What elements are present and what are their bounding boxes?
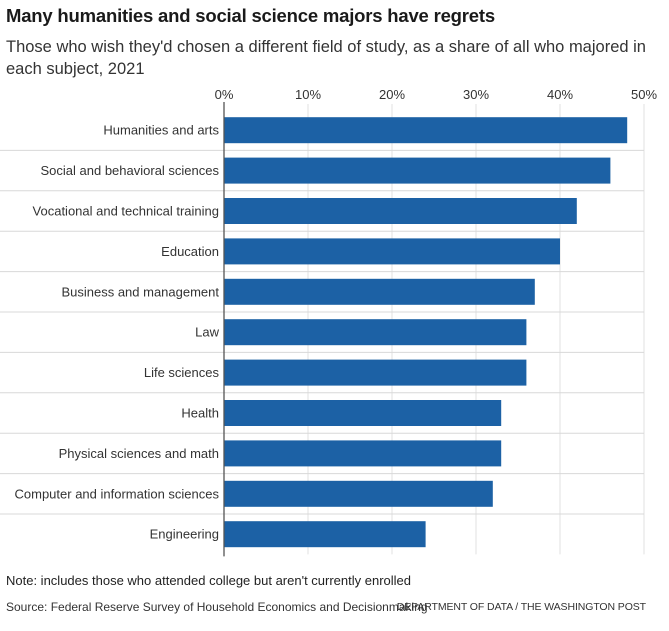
bar xyxy=(224,238,560,265)
x-tick-label: 40% xyxy=(547,87,573,102)
bar xyxy=(224,440,502,467)
bar xyxy=(224,278,535,305)
chart-title: Many humanities and social science major… xyxy=(6,5,495,26)
category-label: Physical sciences and math xyxy=(59,446,219,461)
x-axis-ticks: 0% 10% 20% 30% 40% 50% xyxy=(215,87,658,102)
bar xyxy=(224,359,527,386)
row-separators xyxy=(0,149,644,515)
category-label: Life sciences xyxy=(144,365,220,380)
bar xyxy=(224,400,502,426)
category-label: Education xyxy=(161,244,219,259)
category-label: Social and behavioral sciences xyxy=(41,163,220,178)
chart-credit: DEPARTMENT OF DATA / THE WASHINGTON POST xyxy=(396,601,646,613)
chart-subtitle: Those who wish they'd chosen a different… xyxy=(6,38,646,78)
category-label: Humanities and arts xyxy=(103,123,219,138)
bar xyxy=(224,157,611,184)
x-tick-label: 30% xyxy=(463,87,489,102)
x-tick-label: 20% xyxy=(379,87,405,102)
bar xyxy=(224,117,628,144)
category-labels: Humanities and arts Social and behavioral… xyxy=(15,123,220,542)
x-tick-label: 50% xyxy=(631,87,657,102)
x-tick-label: 0% xyxy=(215,87,234,102)
bars xyxy=(224,117,628,548)
bar xyxy=(224,319,527,346)
chart-source: Source: Federal Reserve Survey of Househ… xyxy=(6,600,428,614)
category-label: Vocational and technical training xyxy=(33,204,219,219)
category-label: Law xyxy=(195,325,219,340)
bar xyxy=(224,521,426,548)
bar xyxy=(224,198,577,224)
category-label: Engineering xyxy=(150,527,219,542)
bar xyxy=(224,480,493,507)
chart-note: Note: includes those who attended colleg… xyxy=(6,573,412,588)
category-label: Business and management xyxy=(61,284,219,299)
x-tick-label: 10% xyxy=(295,87,321,102)
category-label: Computer and information sciences xyxy=(15,486,220,501)
category-label: Health xyxy=(181,406,219,421)
